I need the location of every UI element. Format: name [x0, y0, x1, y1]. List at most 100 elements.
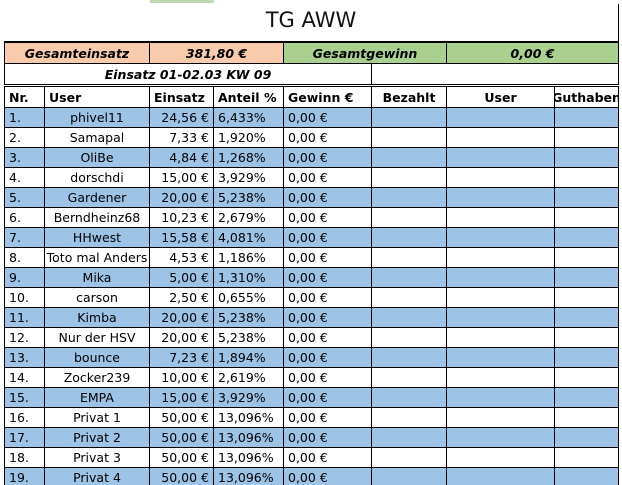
row-user-cell[interactable]: Toto mal Anders [44, 247, 150, 268]
row-guthaben-cell[interactable] [554, 187, 619, 208]
row-guthaben-cell[interactable] [554, 167, 619, 188]
row-einsatz-cell[interactable]: 20,00 € [149, 327, 214, 348]
row-einsatz-cell[interactable]: 5,00 € [149, 267, 214, 288]
header-anteil[interactable]: Anteil % [213, 86, 284, 108]
einsatz-period-empty[interactable] [371, 63, 619, 85]
row-einsatz-cell[interactable]: 10,00 € [149, 367, 214, 388]
header-guthaben[interactable]: Guthaben [554, 86, 619, 108]
row-anteil-cell[interactable]: 2,619% [213, 367, 284, 388]
row-guthaben-cell[interactable] [554, 407, 619, 428]
row-user-cell[interactable]: OliBe [44, 147, 150, 168]
row-nr-cell[interactable]: 18. [4, 447, 45, 468]
row-anteil-cell[interactable]: 13,096% [213, 467, 284, 485]
row-user2-cell[interactable] [446, 147, 555, 168]
row-user-cell[interactable]: Privat 2 [44, 427, 150, 448]
row-anteil-cell[interactable]: 5,238% [213, 307, 284, 328]
row-user-cell[interactable]: Zocker239 [44, 367, 150, 388]
header-einsatz[interactable]: Einsatz [149, 86, 214, 108]
row-user-cell[interactable]: bounce [44, 347, 150, 368]
row-einsatz-cell[interactable]: 10,23 € [149, 207, 214, 228]
row-user2-cell[interactable] [446, 167, 555, 188]
row-bezahlt-cell[interactable] [371, 367, 447, 388]
row-einsatz-cell[interactable]: 50,00 € [149, 407, 214, 428]
row-bezahlt-cell[interactable] [371, 147, 447, 168]
row-guthaben-cell[interactable] [554, 387, 619, 408]
row-gewinn-cell[interactable]: 0,00 € [283, 227, 372, 248]
row-user-cell[interactable]: carson [44, 287, 150, 308]
row-nr-cell[interactable]: 17. [4, 427, 45, 448]
row-bezahlt-cell[interactable] [371, 287, 447, 308]
row-einsatz-cell[interactable]: 2,50 € [149, 287, 214, 308]
gesamteinsatz-value[interactable]: 381,80 € [149, 42, 284, 64]
row-user-cell[interactable]: Mika [44, 267, 150, 288]
row-guthaben-cell[interactable] [554, 447, 619, 468]
row-user2-cell[interactable] [446, 387, 555, 408]
row-bezahlt-cell[interactable] [371, 447, 447, 468]
row-anteil-cell[interactable]: 1,268% [213, 147, 284, 168]
header-nr[interactable]: Nr. [4, 86, 45, 108]
row-bezahlt-cell[interactable] [371, 127, 447, 148]
row-guthaben-cell[interactable] [554, 107, 619, 128]
row-einsatz-cell[interactable]: 50,00 € [149, 427, 214, 448]
header-user-2[interactable]: User [446, 86, 555, 108]
row-user-cell[interactable]: HHwest [44, 227, 150, 248]
row-user2-cell[interactable] [446, 267, 555, 288]
row-bezahlt-cell[interactable] [371, 267, 447, 288]
row-user2-cell[interactable] [446, 327, 555, 348]
row-gewinn-cell[interactable]: 0,00 € [283, 307, 372, 328]
row-anteil-cell[interactable]: 0,655% [213, 287, 284, 308]
row-guthaben-cell[interactable] [554, 207, 619, 228]
row-gewinn-cell[interactable]: 0,00 € [283, 167, 372, 188]
gesamtgewinn-label[interactable]: Gesamtgewinn [283, 42, 447, 64]
row-gewinn-cell[interactable]: 0,00 € [283, 187, 372, 208]
row-user2-cell[interactable] [446, 427, 555, 448]
row-user-cell[interactable]: Berndheinz68 [44, 207, 150, 228]
row-guthaben-cell[interactable] [554, 307, 619, 328]
row-user-cell[interactable]: dorschdi [44, 167, 150, 188]
gesamtgewinn-value[interactable]: 0,00 € [446, 42, 619, 64]
row-guthaben-cell[interactable] [554, 347, 619, 368]
row-gewinn-cell[interactable]: 0,00 € [283, 207, 372, 228]
row-gewinn-cell[interactable]: 0,00 € [283, 427, 372, 448]
row-user-cell[interactable]: Samapal [44, 127, 150, 148]
row-bezahlt-cell[interactable] [371, 347, 447, 368]
row-user2-cell[interactable] [446, 407, 555, 428]
row-user-cell[interactable]: Gardener [44, 187, 150, 208]
row-einsatz-cell[interactable]: 20,00 € [149, 187, 214, 208]
row-anteil-cell[interactable]: 3,929% [213, 387, 284, 408]
row-anteil-cell[interactable]: 1,920% [213, 127, 284, 148]
row-user2-cell[interactable] [446, 207, 555, 228]
row-nr-cell[interactable]: 8. [4, 247, 45, 268]
row-einsatz-cell[interactable]: 15,58 € [149, 227, 214, 248]
row-gewinn-cell[interactable]: 0,00 € [283, 387, 372, 408]
row-guthaben-cell[interactable] [554, 367, 619, 388]
row-nr-cell[interactable]: 1. [4, 107, 45, 128]
row-guthaben-cell[interactable] [554, 147, 619, 168]
row-nr-cell[interactable]: 3. [4, 147, 45, 168]
row-nr-cell[interactable]: 6. [4, 207, 45, 228]
row-guthaben-cell[interactable] [554, 427, 619, 448]
row-nr-cell[interactable]: 7. [4, 227, 45, 248]
row-user2-cell[interactable] [446, 227, 555, 248]
row-anteil-cell[interactable]: 1,894% [213, 347, 284, 368]
row-nr-cell[interactable]: 10. [4, 287, 45, 308]
row-gewinn-cell[interactable]: 0,00 € [283, 367, 372, 388]
header-gewinn[interactable]: Gewinn € [283, 86, 372, 108]
row-anteil-cell[interactable]: 2,679% [213, 207, 284, 228]
row-bezahlt-cell[interactable] [371, 247, 447, 268]
row-guthaben-cell[interactable] [554, 327, 619, 348]
row-user2-cell[interactable] [446, 187, 555, 208]
row-einsatz-cell[interactable]: 4,53 € [149, 247, 214, 268]
row-nr-cell[interactable]: 14. [4, 367, 45, 388]
header-bezahlt[interactable]: Bezahlt [371, 86, 447, 108]
row-nr-cell[interactable]: 9. [4, 267, 45, 288]
row-user2-cell[interactable] [446, 307, 555, 328]
row-gewinn-cell[interactable]: 0,00 € [283, 447, 372, 468]
row-user-cell[interactable]: Privat 3 [44, 447, 150, 468]
row-user2-cell[interactable] [446, 287, 555, 308]
row-user2-cell[interactable] [446, 447, 555, 468]
row-anteil-cell[interactable]: 5,238% [213, 187, 284, 208]
row-anteil-cell[interactable]: 13,096% [213, 427, 284, 448]
row-bezahlt-cell[interactable] [371, 387, 447, 408]
